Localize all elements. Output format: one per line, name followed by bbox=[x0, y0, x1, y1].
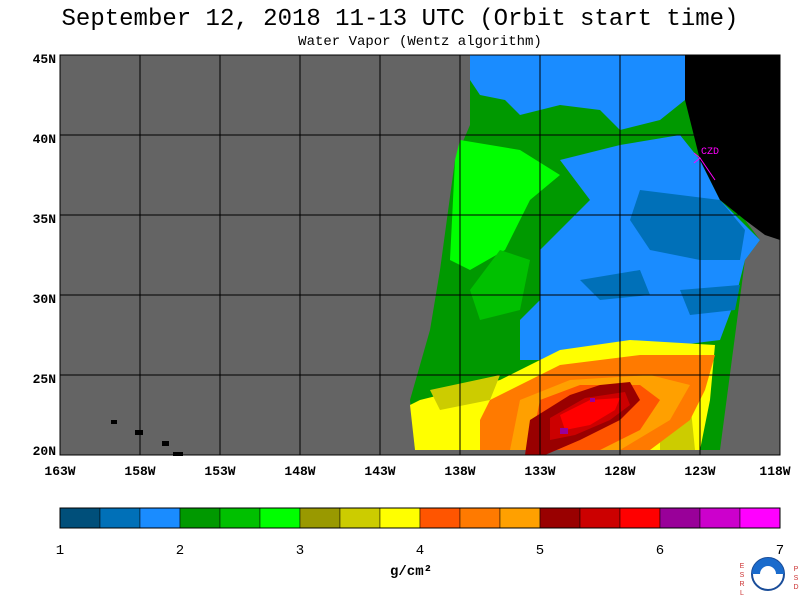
lon-label-163w: 163W bbox=[44, 464, 76, 479]
lat-label-30n: 30N bbox=[32, 292, 56, 307]
colorbar-swatch bbox=[219, 507, 261, 529]
colorbar-tick-2: 2 bbox=[175, 543, 185, 559]
lon-label-138w: 138W bbox=[444, 464, 476, 479]
colorbar-swatch bbox=[499, 507, 541, 529]
map-title: September 12, 2018 11-13 UTC (Orbit star… bbox=[61, 6, 739, 33]
lon-label-153w: 153W bbox=[204, 464, 236, 479]
colorbar-swatch bbox=[619, 507, 661, 529]
lon-label-158w: 158W bbox=[124, 464, 156, 479]
colorbar-swatch bbox=[699, 507, 741, 529]
colorbar-tick-7: 7 bbox=[775, 543, 785, 559]
grid-lines bbox=[60, 55, 780, 455]
lon-label-148w: 148W bbox=[284, 464, 316, 479]
colorbar-swatch bbox=[299, 507, 341, 529]
hawaii-islands bbox=[111, 420, 183, 456]
colorbar-swatch bbox=[59, 507, 101, 529]
colorbar bbox=[59, 507, 781, 529]
colorbar-swatch bbox=[659, 507, 701, 529]
continent-landmass bbox=[685, 55, 780, 240]
noaa-logo bbox=[751, 557, 785, 591]
map-subtitle: Water Vapor (Wentz algorithm) bbox=[298, 34, 542, 50]
colorbar-swatch bbox=[579, 507, 621, 529]
colorbar-tick-4: 4 bbox=[415, 543, 425, 559]
lon-label-123w: 123W bbox=[684, 464, 716, 479]
swath-data bbox=[410, 55, 760, 455]
colorbar-swatch bbox=[379, 507, 421, 529]
colorbar-tick-5: 5 bbox=[535, 543, 545, 559]
colorbar-frame bbox=[59, 507, 781, 529]
colorbar-swatch bbox=[179, 507, 221, 529]
colorbar-swatch bbox=[259, 507, 301, 529]
colorbar-swatch bbox=[139, 507, 181, 529]
lat-label-20n: 20N bbox=[32, 444, 56, 459]
lat-label-25n: 25N bbox=[32, 372, 56, 387]
lat-label-40n: 40N bbox=[32, 132, 56, 147]
lon-label-143w: 143W bbox=[364, 464, 396, 479]
station-label: CZD bbox=[701, 147, 720, 158]
colorbar-tick-3: 3 bbox=[295, 543, 305, 559]
lat-label-35n: 35N bbox=[32, 212, 56, 227]
lon-label-133w: 133W bbox=[524, 464, 556, 479]
colorbar-units: g/cm² bbox=[390, 564, 433, 580]
colorbar-swatch bbox=[339, 507, 381, 529]
colorbar-swatch bbox=[459, 507, 501, 529]
map-frame bbox=[59, 54, 781, 456]
colorbar-swatch bbox=[419, 507, 461, 529]
colorbar-swatch bbox=[99, 507, 141, 529]
colorbar-swatch bbox=[539, 507, 581, 529]
lat-label-45n: 45N bbox=[32, 52, 56, 67]
colorbar-tick-1: 1 bbox=[55, 543, 65, 559]
lon-label-118w: 118W bbox=[759, 464, 791, 479]
colorbar-swatch bbox=[739, 507, 781, 529]
lon-label-128w: 128W bbox=[604, 464, 636, 479]
colorbar-tick-6: 6 bbox=[655, 543, 665, 559]
